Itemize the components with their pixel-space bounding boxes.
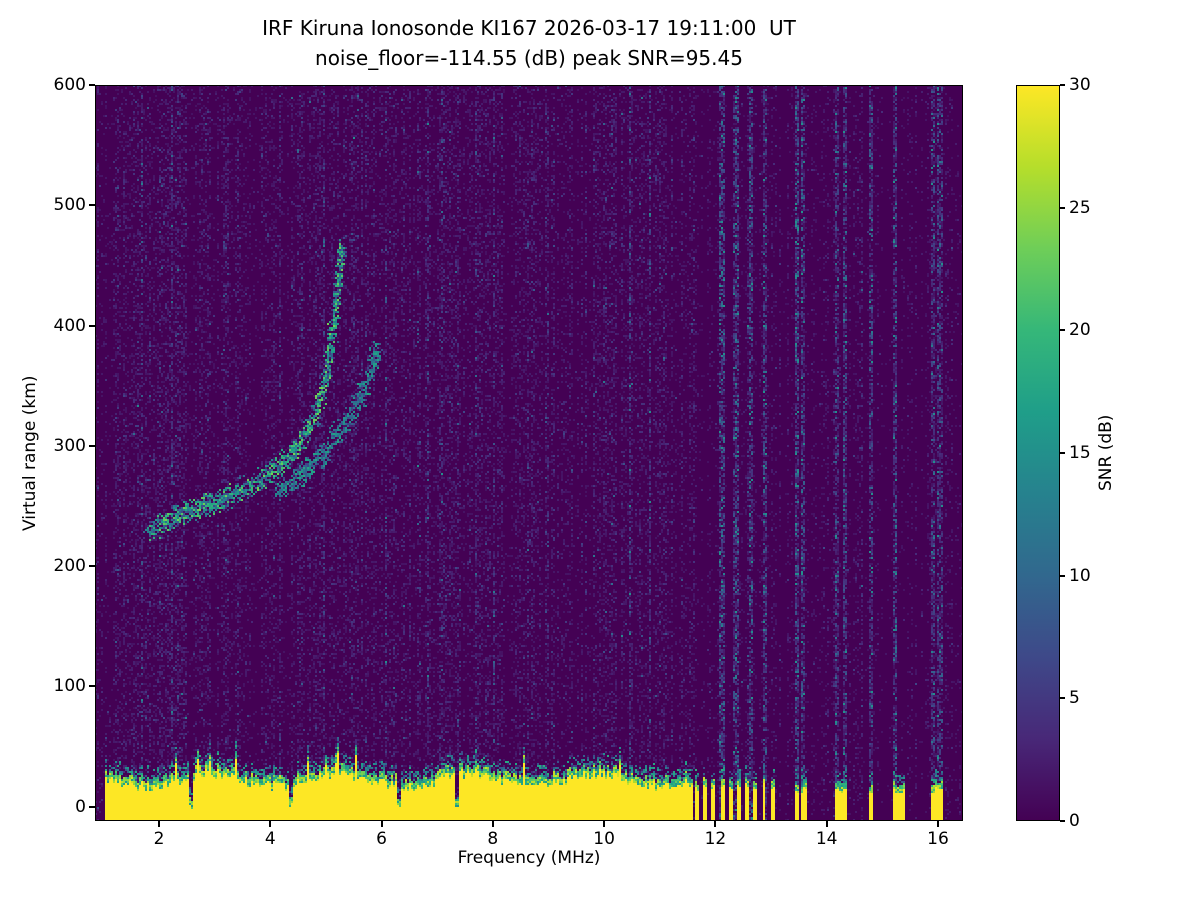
x-tick-mark (491, 821, 494, 827)
x-tick-label: 4 (264, 829, 276, 849)
colorbar-tick-label: 25 (1069, 197, 1091, 218)
y-tick-label: 100 (53, 676, 86, 697)
colorbar-gradient (1017, 86, 1059, 820)
x-tick-mark (936, 821, 939, 827)
y-tick-mark (89, 84, 95, 86)
colorbar-tick-mark (1060, 697, 1065, 700)
y-tick-label: 0 (75, 796, 86, 817)
x-tick-mark (603, 821, 606, 827)
colorbar-tick-mark (1060, 574, 1065, 577)
y-tick-label: 500 (53, 195, 86, 216)
colorbar-tick-mark (1060, 452, 1065, 454)
y-tick-mark (89, 444, 95, 447)
y-tick-label: 300 (53, 435, 86, 456)
colorbar-tick-mark (1060, 84, 1065, 86)
x-tick-label: 14 (815, 829, 838, 849)
y-tick-mark (89, 805, 95, 808)
x-tick-label: 2 (153, 829, 165, 849)
x-tick-label: 6 (376, 829, 387, 849)
colorbar (1016, 85, 1060, 821)
y-tick-mark (89, 324, 95, 327)
y-tick-label: 200 (53, 556, 86, 577)
y-tick-label: 600 (53, 75, 86, 95)
y-tick-mark (89, 685, 95, 688)
colorbar-tick-mark (1060, 820, 1065, 822)
x-tick-mark (157, 821, 160, 827)
colorbar-tick-label: 20 (1069, 320, 1091, 341)
ionogram-heatmap (95, 85, 963, 821)
x-tick-label: 16 (927, 829, 949, 849)
x-tick-mark (269, 821, 272, 827)
x-tick-mark (714, 821, 717, 827)
colorbar-tick-mark (1060, 329, 1065, 332)
x-axis-label: Frequency (MHz) (457, 848, 601, 868)
chart-subtitle: noise_floor=-114.55 (dB) peak SNR=95.45 (315, 46, 743, 70)
colorbar-tick-label: 10 (1069, 565, 1091, 586)
x-tick-label: 12 (704, 829, 727, 849)
x-tick-label: 10 (593, 829, 615, 849)
x-tick-mark (380, 821, 383, 827)
colorbar-tick-mark (1060, 206, 1065, 209)
x-tick-label: 8 (487, 829, 499, 849)
y-tick-label: 400 (53, 315, 86, 336)
colorbar-tick-label: 0 (1069, 811, 1080, 831)
x-tick-mark (825, 821, 828, 827)
y-tick-mark (89, 204, 95, 207)
colorbar-tick-label: 5 (1069, 688, 1080, 709)
colorbar-tick-label: 30 (1069, 75, 1091, 95)
colorbar-tick-label: 15 (1069, 443, 1091, 463)
y-tick-mark (89, 565, 95, 568)
chart-title: IRF Kiruna Ionosonde KI167 2026-03-17 19… (262, 16, 796, 40)
